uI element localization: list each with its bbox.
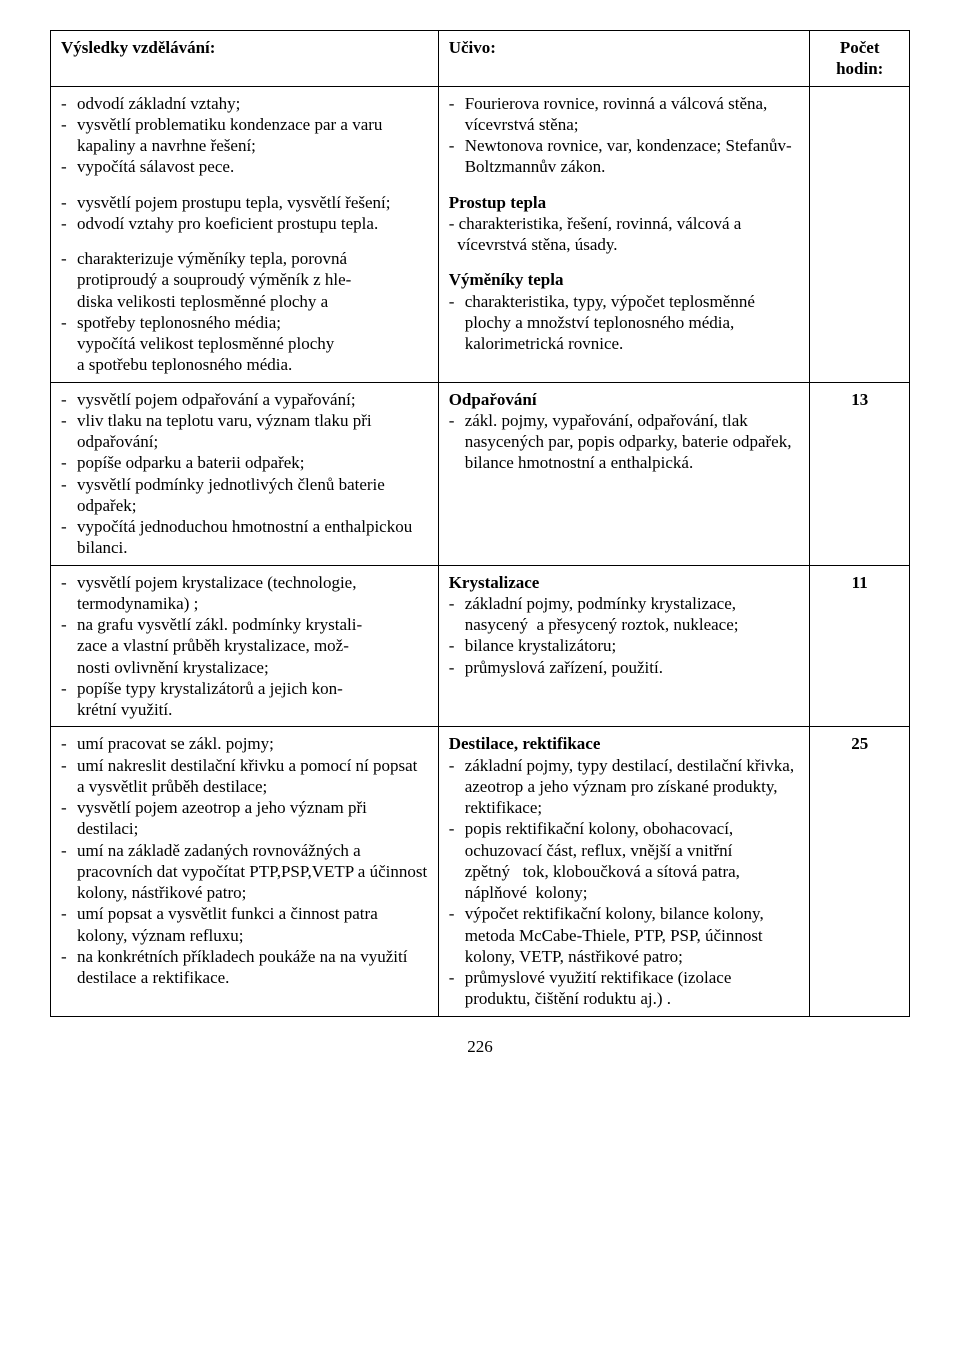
row1-left: odvodí základní vztahy; vysvětlí problem… xyxy=(51,86,439,382)
list-item: na grafu vysvětlí zákl. podmínky krystal… xyxy=(61,614,428,678)
list-item: průmyslové využití rektifikace (izolace … xyxy=(449,967,800,1010)
list-item: popíše typy krystalizátorů a jejich kon-… xyxy=(61,678,428,721)
row4-left: umí pracovat se zákl. pojmy; umí nakresl… xyxy=(51,727,439,1016)
row3-hours: 11 xyxy=(810,565,910,727)
row2-right: Odpařování zákl. pojmy, vypařování, odpa… xyxy=(438,382,810,565)
row1-right: Fourierova rovnice, rovinná a válcová st… xyxy=(438,86,810,382)
list-item: spotřeby teplonosného média; xyxy=(61,312,428,333)
list-item: základní pojmy, podmínky krystalizace, n… xyxy=(449,593,800,636)
header-col-hours: Počet hodin: xyxy=(810,31,910,87)
list-item-text: nosti ovlivnění krystalizace; xyxy=(77,658,269,677)
list-item: zákl. pojmy, vypařování, odpařování, tla… xyxy=(449,410,800,474)
table-row: vysvětlí pojem odpařování a vypařování; … xyxy=(51,382,910,565)
list-item: charakteristika, typy, výpočet teplosměn… xyxy=(449,291,800,355)
section-heading: Prostup tepla xyxy=(449,192,800,213)
curriculum-table: Výsledky vzdělávání: Učivo: Počet hodin:… xyxy=(50,30,910,1017)
section-heading: Výměníky tepla xyxy=(449,269,800,290)
list-item: vysvětlí pojem azeotrop a jeho význam př… xyxy=(61,797,428,840)
list-item: Newtonova rovnice, var, kondenzace; Stef… xyxy=(449,135,800,178)
table-row: odvodí základní vztahy; vysvětlí problem… xyxy=(51,86,910,382)
list-item: vysvětlí podmínky jednotlivých členů bat… xyxy=(61,474,428,517)
list-item: vysvětlí problematiku kondenzace par a v… xyxy=(61,114,428,157)
header-hours-line1: Počet xyxy=(840,38,880,57)
row1-hours xyxy=(810,86,910,382)
list-item: odvodí základní vztahy; xyxy=(61,93,428,114)
list-item: vysvětlí pojem krystalizace (technologie… xyxy=(61,572,428,615)
section-heading: Destilace, rektifikace xyxy=(449,733,800,754)
list-item: výpočet rektifikační kolony, bilance kol… xyxy=(449,903,800,967)
list-item-text: krétní využití. xyxy=(77,700,172,719)
row3-right: Krystalizace základní pojmy, podmínky kr… xyxy=(438,565,810,727)
list-item: charakterizuje výměníky tepla, porovná p… xyxy=(61,248,428,312)
list-item: vypočítá sálavost pece. xyxy=(61,156,428,177)
list-item: popis rektifikační kolony, obohacovací, … xyxy=(449,818,800,903)
list-item: na konkrétních příkladech poukáže na na … xyxy=(61,946,428,989)
list-item: bilance krystalizátoru; xyxy=(449,635,800,656)
list-item-text: popíše typy krystalizátorů a jejich kon- xyxy=(77,679,343,698)
list-item: - charakteristika, řešení, rovinná, válc… xyxy=(449,213,800,234)
list-item: vliv tlaku na teplotu varu, význam tlaku… xyxy=(61,410,428,453)
row4-hours: 25 xyxy=(810,727,910,1016)
list-item: popíše odparku a baterii odpařek; xyxy=(61,452,428,473)
list-item: vypočítá jednoduchou hmotnostní a enthal… xyxy=(61,516,428,559)
list-item-text: zace a vlastní průběh krystalizace, mož- xyxy=(77,636,349,655)
list-item: Fourierova rovnice, rovinná a válcová st… xyxy=(449,93,800,136)
row3-left: vysvětlí pojem krystalizace (technologie… xyxy=(51,565,439,727)
list-item-text: na grafu vysvětlí zákl. podmínky krystal… xyxy=(77,615,362,634)
document-page: Výsledky vzdělávání: Učivo: Počet hodin:… xyxy=(0,0,960,1077)
header-hours-line2: hodin: xyxy=(836,59,883,78)
header-col-results: Výsledky vzdělávání: xyxy=(51,31,439,87)
list-item: odvodí vztahy pro koeficient prostupu te… xyxy=(61,213,428,234)
list-item-cont: a spotřebu teplonosného média. xyxy=(61,354,428,375)
list-item: umí popsat a vysvětlit funkci a činnost … xyxy=(61,903,428,946)
table-row: umí pracovat se zákl. pojmy; umí nakresl… xyxy=(51,727,910,1016)
row4-right: Destilace, rektifikace základní pojmy, t… xyxy=(438,727,810,1016)
row2-left: vysvětlí pojem odpařování a vypařování; … xyxy=(51,382,439,565)
list-item: umí pracovat se zákl. pojmy; xyxy=(61,733,428,754)
list-item: průmyslová zařízení, použití. xyxy=(449,657,800,678)
section-heading: Odpařování xyxy=(449,389,800,410)
list-item: vysvětlí pojem odpařování a vypařování; xyxy=(61,389,428,410)
list-item-cont: vícevrstvá stěna, úsady. xyxy=(449,234,800,255)
row2-hours: 13 xyxy=(810,382,910,565)
hours-value: 25 xyxy=(851,734,868,753)
list-item: umí na základě zadaných rovnovážných a p… xyxy=(61,840,428,904)
page-number: 226 xyxy=(50,1037,910,1057)
table-row: vysvětlí pojem krystalizace (technologie… xyxy=(51,565,910,727)
hours-value: 13 xyxy=(851,390,868,409)
list-item: základní pojmy, typy destilací, destilač… xyxy=(449,755,800,819)
list-item-text: charakterizuje výměníky tepla, porovná p… xyxy=(77,249,351,289)
header-col-content: Učivo: xyxy=(438,31,810,87)
section-heading: Krystalizace xyxy=(449,572,800,593)
list-item-text: diska velikosti teplosměnné plochy a xyxy=(77,292,328,311)
list-item: vysvětlí pojem prostupu tepla, vysvětlí … xyxy=(61,192,428,213)
table-header-row: Výsledky vzdělávání: Učivo: Počet hodin: xyxy=(51,31,910,87)
list-item-cont: vypočítá velikost teplosměnné plochy xyxy=(61,333,428,354)
hours-value: 11 xyxy=(852,573,868,592)
list-item: umí nakreslit destilační křivku a pomocí… xyxy=(61,755,428,798)
